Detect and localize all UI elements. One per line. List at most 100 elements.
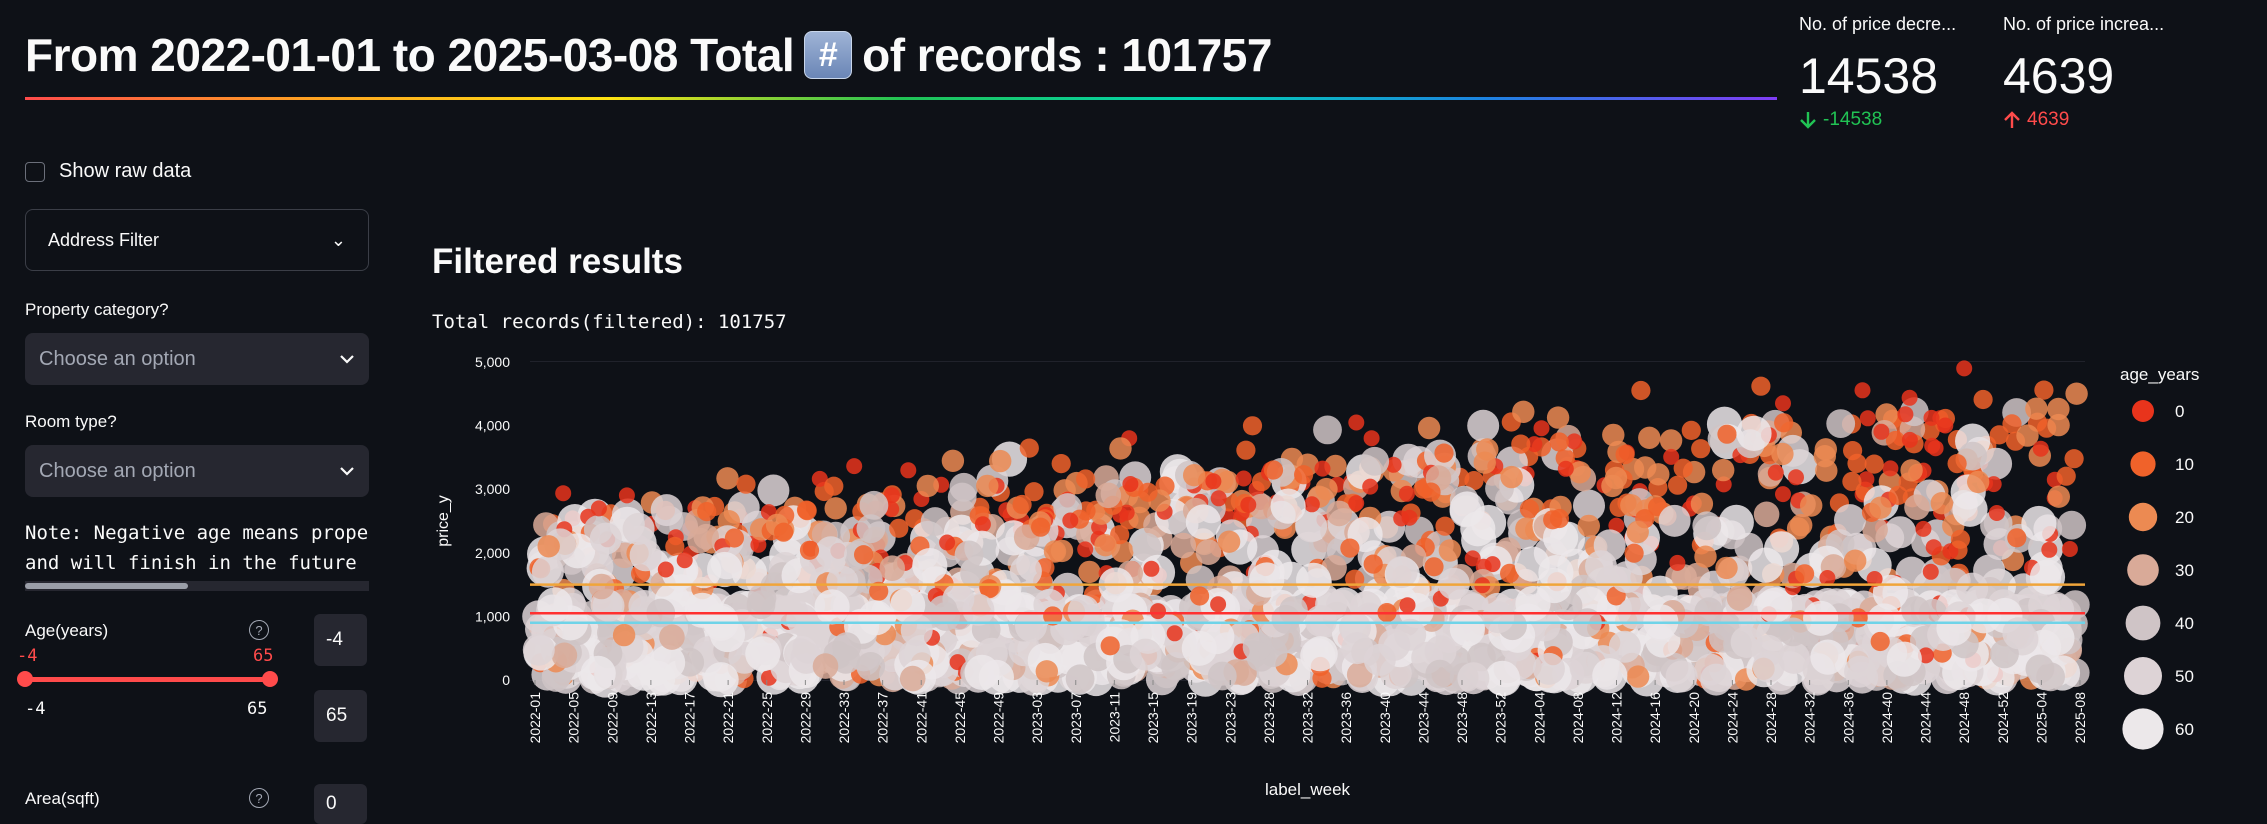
area-min-input[interactable]: 0 (314, 784, 367, 824)
data-point (1207, 661, 1237, 691)
data-point (1925, 539, 1942, 556)
legend-marker (2125, 605, 2161, 641)
x-tick-label: 2022-41 (913, 692, 929, 744)
data-point (1691, 439, 1711, 459)
data-point (2007, 528, 2027, 548)
data-point (1690, 492, 1714, 515)
data-point (1917, 647, 1934, 664)
x-tick-label: 2024-24 (1724, 692, 1740, 744)
data-point (954, 540, 984, 570)
y-tick-label: 2,000 (475, 545, 510, 561)
data-point (1862, 516, 1888, 543)
data-point (859, 490, 889, 520)
y-tick-label: 5,000 (475, 354, 510, 370)
data-point (1647, 463, 1670, 486)
data-point (2047, 397, 2070, 421)
legend-label: 40 (2175, 614, 2194, 633)
data-point (612, 623, 636, 647)
data-point (1348, 495, 1365, 512)
data-point (1800, 494, 1823, 517)
help-icon[interactable]: ? (249, 620, 269, 640)
title-text-start: From 2022-01-01 to 2025-03-08 Total (25, 29, 795, 81)
data-point (1295, 510, 1328, 543)
data-point (2025, 397, 2048, 420)
data-point (854, 545, 874, 565)
metric-delta-value: -14538 (1823, 109, 1883, 130)
data-point (1132, 532, 1162, 562)
data-point (856, 652, 886, 681)
show-raw-data-checkbox[interactable]: Show raw data (25, 160, 191, 183)
x-tick-label: 2022-33 (836, 692, 852, 744)
data-point (1985, 476, 2002, 493)
data-point (1210, 596, 1227, 613)
data-point (1240, 496, 1257, 513)
age-slider-track[interactable] (25, 677, 269, 682)
scatter-chart[interactable]: 0 1,000 2,000 3,000 4,000 5,000 2022-01 2022-05… (420, 350, 2260, 818)
data-point (797, 501, 817, 521)
x-tick-label: 2024-44 (1918, 692, 1934, 744)
help-icon[interactable]: ? (249, 788, 269, 808)
data-point (1314, 460, 1331, 477)
age-min-input[interactable]: -4 (314, 614, 367, 666)
note-scrollbar-track[interactable] (25, 581, 369, 591)
data-point (2065, 382, 2088, 405)
data-point (1692, 511, 1722, 541)
x-tick-label: 2022-25 (759, 692, 775, 744)
data-point (1778, 617, 1808, 647)
data-point (1425, 659, 1455, 689)
age-slider-min: -4 (25, 699, 46, 719)
data-point (2057, 510, 2087, 540)
age-slider-low-handle[interactable] (17, 671, 33, 687)
x-tick-label: 2023-07 (1068, 692, 1084, 744)
data-point (1313, 415, 1342, 445)
data-point (1062, 512, 1079, 529)
x-tick-label: 2022-05 (566, 692, 582, 744)
x-tick-label: 2022-37 (875, 692, 891, 744)
data-point (989, 449, 1012, 473)
address-filter-expander[interactable]: Address Filter ⌄ (25, 209, 369, 271)
room-type-select[interactable]: Choose an option (25, 445, 369, 497)
data-point (1947, 454, 1967, 474)
legend-marker (2127, 554, 2159, 586)
note-scrollbar-thumb[interactable] (25, 583, 188, 589)
legend-label: 30 (2175, 561, 2194, 580)
metric-delta: 4639 (2003, 109, 2164, 131)
data-point (1694, 597, 1724, 627)
data-point (1937, 417, 1954, 434)
x-tick-label: 2024-36 (1840, 692, 1856, 744)
age-max-input[interactable]: 65 (314, 690, 367, 742)
legend-title: age_years (2120, 365, 2199, 384)
data-point (1708, 623, 1738, 653)
section-title: Filtered results (432, 242, 683, 281)
checkbox-box[interactable] (25, 161, 45, 182)
data-point (1385, 556, 1418, 589)
data-point (1340, 538, 1360, 558)
property-category-select[interactable]: Choose an option (25, 333, 369, 385)
age-slider-high-handle[interactable] (262, 671, 278, 687)
chevron-down-icon (340, 467, 354, 476)
data-point (1549, 432, 1569, 452)
data-point (879, 555, 905, 581)
data-point (1602, 423, 1625, 447)
data-point (1753, 501, 1780, 528)
legend-label: 50 (2175, 667, 2194, 686)
data-point (555, 485, 572, 502)
data-point (1956, 360, 1973, 377)
x-tick-label: 2024-16 (1647, 692, 1663, 744)
data-point (1775, 395, 1791, 412)
data-point (920, 507, 950, 536)
data-point (590, 500, 607, 517)
page-title: From 2022-01-01 to 2025-03-08 Total # of… (25, 28, 1272, 82)
data-point (693, 523, 719, 550)
data-point (2025, 654, 2055, 684)
data-point (1901, 389, 1918, 406)
data-point (1161, 652, 1190, 681)
data-point (1138, 482, 1158, 502)
data-point (1378, 628, 1411, 661)
data-point (1819, 570, 1836, 586)
data-point (1989, 425, 2009, 445)
data-point (1566, 433, 1583, 450)
arrow-down-icon (1800, 112, 1816, 129)
age-note: Note: Negative age means proper and will… (25, 518, 369, 578)
data-point (1183, 464, 1206, 487)
